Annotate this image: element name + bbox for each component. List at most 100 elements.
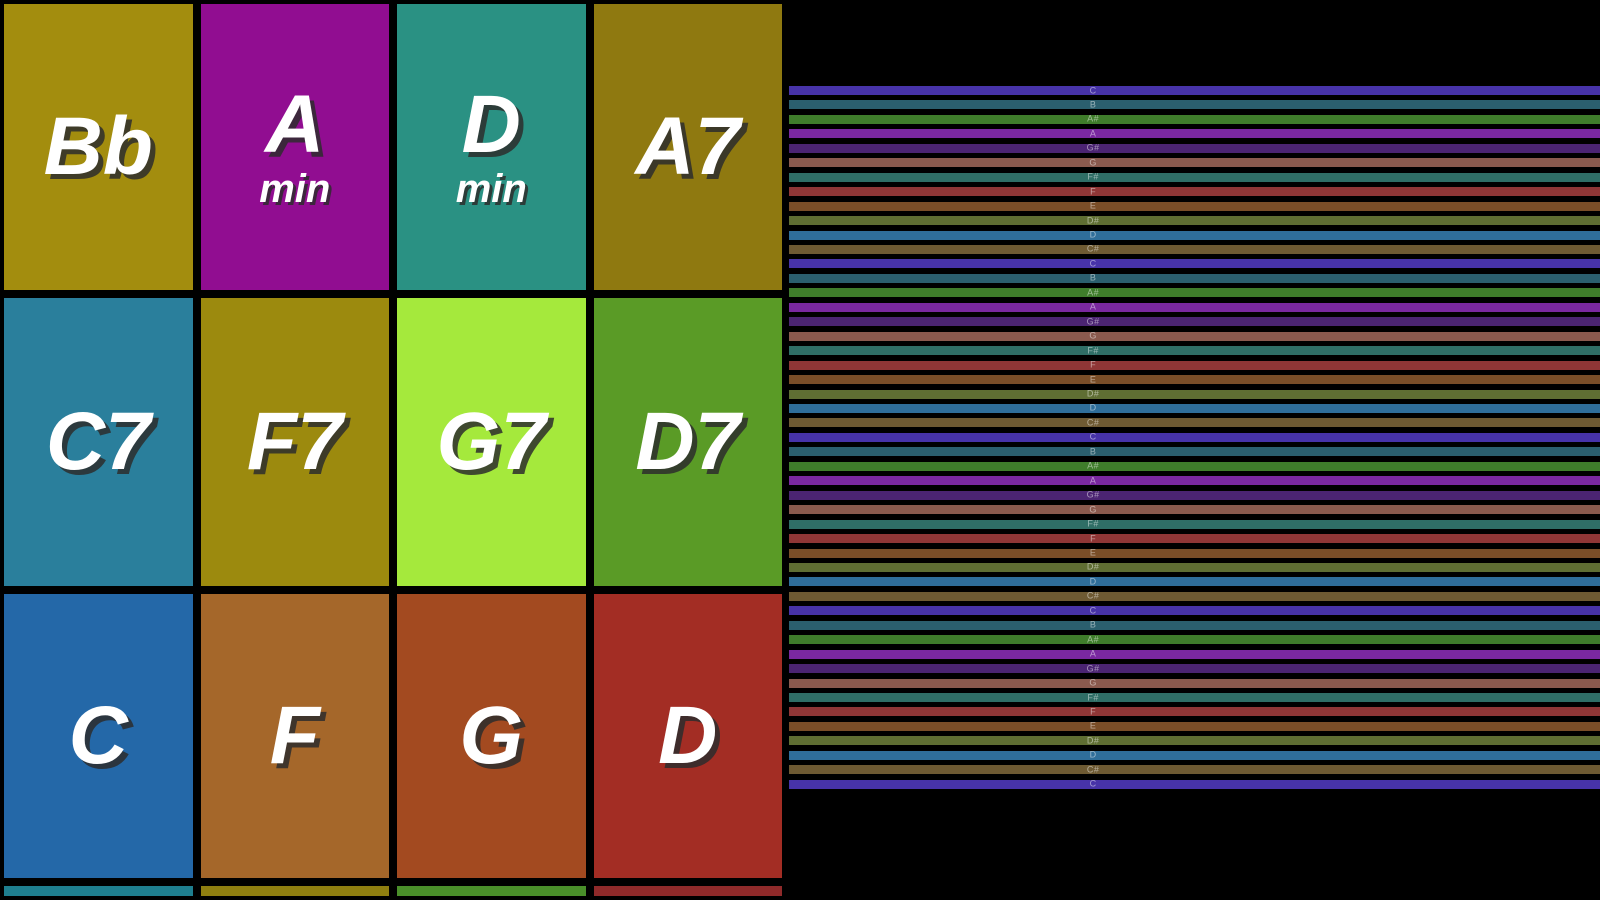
string-b[interactable]: B	[789, 100, 1600, 110]
string-c[interactable]: C	[789, 606, 1600, 616]
string-g[interactable]: G	[789, 677, 1600, 688]
chord-pad-next-row-sliver[interactable]	[4, 886, 193, 896]
string-f[interactable]: F	[789, 534, 1600, 544]
string-note-label: G	[1089, 330, 1097, 341]
string-c[interactable]: C	[789, 778, 1600, 789]
string-csharp[interactable]: C#	[789, 765, 1600, 775]
string-f[interactable]: F	[789, 707, 1600, 717]
string-asharp[interactable]: A#	[789, 634, 1600, 645]
string-note-label: G	[1089, 157, 1097, 168]
string-d[interactable]: D	[789, 750, 1600, 760]
chord-pad-g7[interactable]: G7	[397, 298, 586, 586]
string-note-label: E	[1089, 374, 1097, 385]
string-a[interactable]: A	[789, 128, 1600, 139]
string-c[interactable]: C	[789, 432, 1600, 442]
string-note-label: G	[1089, 677, 1097, 688]
string-dsharp[interactable]: D#	[789, 736, 1600, 746]
string-gsharp[interactable]: G#	[789, 489, 1600, 500]
chord-label: F	[269, 690, 320, 781]
string-d[interactable]: D	[789, 577, 1600, 587]
chord-label: A	[265, 79, 325, 170]
string-dsharp[interactable]: D#	[789, 388, 1600, 399]
string-b[interactable]: B	[789, 273, 1600, 283]
chord-pad-f7[interactable]: F7	[200, 298, 389, 586]
string-fsharp[interactable]: F#	[789, 171, 1600, 182]
string-d[interactable]: D	[789, 230, 1600, 240]
string-a[interactable]: A	[789, 302, 1600, 312]
string-note-label: D#	[1086, 561, 1100, 572]
chord-pad-next-row-sliver[interactable]	[200, 886, 389, 896]
chord-pad-next-row-sliver[interactable]	[593, 886, 782, 896]
string-g[interactable]: G	[789, 157, 1600, 168]
chord-quality-label: min	[455, 167, 527, 211]
string-e[interactable]: E	[789, 721, 1600, 731]
chord-pad-d[interactable]: D	[593, 594, 782, 878]
string-note-label: A#	[1087, 460, 1100, 471]
chord-pad-a-min[interactable]: A min	[200, 4, 389, 290]
string-f[interactable]: F	[789, 360, 1600, 370]
chord-pad-d-min[interactable]: D min	[397, 4, 586, 290]
string-c[interactable]: C	[789, 86, 1600, 95]
string-csharp[interactable]: C#	[789, 244, 1600, 254]
string-gsharp[interactable]: G#	[789, 316, 1600, 327]
chord-pad-next-row-sliver[interactable]	[397, 886, 586, 896]
string-note-label: G#	[1086, 316, 1100, 327]
chord-pad-f[interactable]: F	[200, 594, 389, 878]
string-note-label: A	[1089, 475, 1097, 486]
string-a[interactable]: A	[789, 648, 1600, 659]
string-f[interactable]: F	[789, 187, 1600, 197]
string-b[interactable]: B	[789, 620, 1600, 630]
chord-pad-bb[interactable]: Bb	[4, 4, 193, 290]
string-fsharp[interactable]: F#	[789, 345, 1600, 356]
string-note-label: C	[1089, 258, 1097, 269]
string-e[interactable]: E	[789, 374, 1600, 385]
string-note-label: C	[1089, 778, 1097, 789]
string-note-label: F#	[1087, 518, 1099, 529]
string-note-label: F#	[1087, 692, 1099, 703]
string-note-label: D	[1089, 402, 1097, 413]
chord-label: G7	[436, 396, 546, 487]
string-fsharp[interactable]: F#	[789, 692, 1600, 703]
string-d[interactable]: D	[789, 402, 1600, 413]
string-note-label: A#	[1087, 634, 1100, 645]
string-note-label: F#	[1087, 345, 1099, 356]
strum-string-area: C B A# A G# G F# F E D# D C# C B A# A G# G F# F E D# D C# C B A# A G…	[789, 86, 1600, 789]
string-asharp[interactable]: A#	[789, 287, 1600, 298]
string-note-label: A#	[1087, 113, 1100, 124]
string-dsharp[interactable]: D#	[789, 215, 1600, 226]
string-g[interactable]: G	[789, 330, 1600, 341]
chord-pad-a7[interactable]: A7	[593, 4, 782, 290]
string-note-label: F#	[1087, 171, 1099, 182]
string-note-label: G#	[1086, 142, 1100, 153]
string-e[interactable]: E	[789, 200, 1600, 211]
string-csharp[interactable]: C#	[789, 591, 1600, 601]
string-g[interactable]: G	[789, 504, 1600, 515]
chord-pad-grid: Bb A min D min A7 C7 F7 G7 D7	[0, 0, 786, 900]
string-gsharp[interactable]: G#	[789, 142, 1600, 153]
chord-label: F7	[246, 396, 343, 487]
string-csharp[interactable]: C#	[789, 418, 1600, 428]
string-asharp[interactable]: A#	[789, 460, 1600, 471]
chord-pad-d7[interactable]: D7	[593, 298, 782, 586]
chord-pad-g[interactable]: G	[397, 594, 586, 878]
string-dsharp[interactable]: D#	[789, 561, 1600, 572]
string-note-label: A#	[1087, 287, 1100, 298]
string-gsharp[interactable]: G#	[789, 664, 1600, 674]
string-asharp[interactable]: A#	[789, 113, 1600, 124]
string-note-label: E	[1089, 200, 1097, 211]
string-note-label: A	[1089, 648, 1097, 659]
string-b[interactable]: B	[789, 447, 1600, 457]
string-note-label: G	[1089, 504, 1097, 515]
string-note-label: D#	[1086, 215, 1100, 226]
chord-pad-c7[interactable]: C7	[4, 298, 193, 586]
chord-pad-c[interactable]: C	[4, 594, 193, 878]
string-note-label: D#	[1086, 388, 1100, 399]
string-e[interactable]: E	[789, 548, 1600, 558]
string-c[interactable]: C	[789, 258, 1600, 269]
string-note-label: A	[1089, 128, 1097, 139]
string-a[interactable]: A	[789, 475, 1600, 486]
string-fsharp[interactable]: F#	[789, 518, 1600, 529]
string-note-label: G#	[1086, 489, 1100, 500]
chord-label: D	[461, 79, 521, 170]
